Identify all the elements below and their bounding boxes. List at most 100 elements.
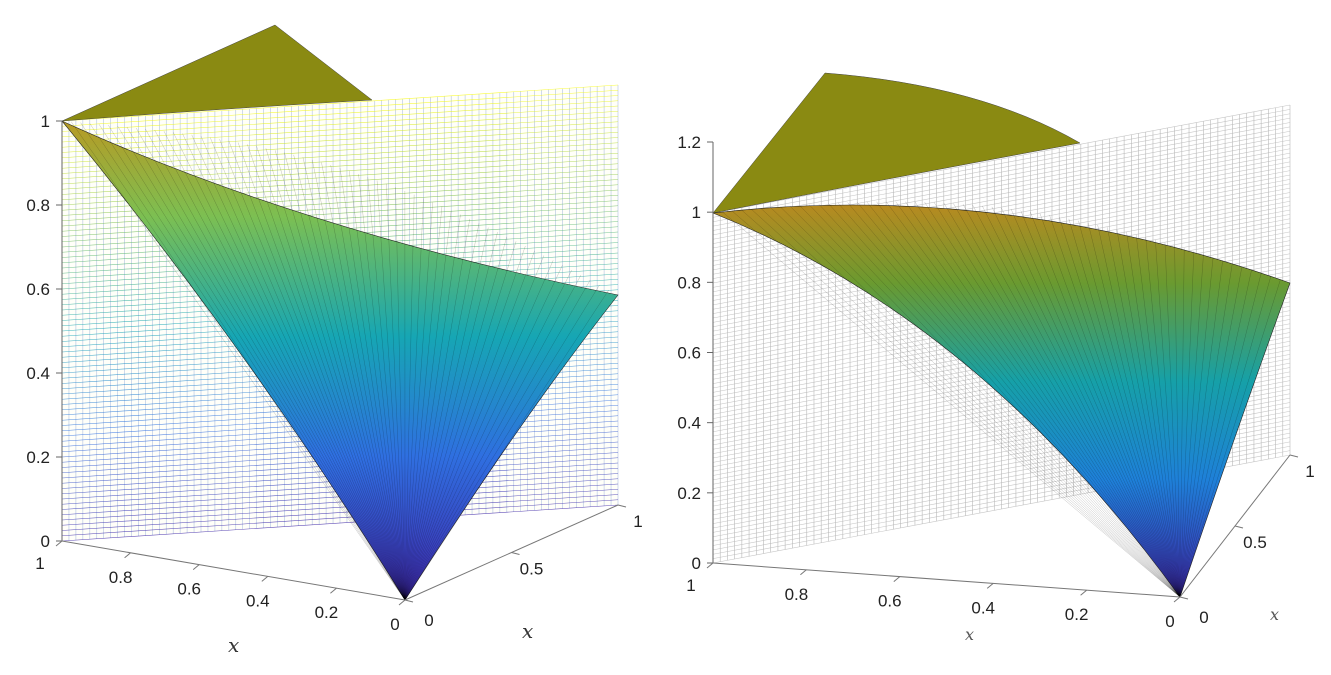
surface-mesh-line bbox=[866, 201, 1181, 598]
surface-mesh-line bbox=[1145, 237, 1181, 598]
x2-tick-label: 0.8 bbox=[785, 585, 809, 604]
surface-mesh-line bbox=[1179, 263, 1233, 598]
surface-mesh-line bbox=[1179, 248, 1185, 598]
surface-mesh-line bbox=[1039, 213, 1181, 598]
surface-mesh-line bbox=[237, 142, 406, 601]
x1-tick bbox=[1234, 525, 1244, 529]
surface-mesh-line bbox=[182, 133, 406, 601]
surface-mesh-line bbox=[404, 210, 452, 601]
surface-mesh-line bbox=[210, 137, 406, 601]
surface-mesh-line bbox=[404, 279, 591, 601]
surface-mesh-line bbox=[154, 129, 406, 601]
surface-mesh-line bbox=[404, 241, 517, 601]
surface-mesh-line bbox=[962, 204, 1181, 598]
surface-mesh-line bbox=[1179, 269, 1252, 598]
surface-mesh-line bbox=[404, 194, 415, 601]
surface-mesh-line bbox=[330, 165, 406, 601]
surface-mesh-line bbox=[117, 125, 406, 601]
surface-mesh-line bbox=[1179, 276, 1271, 598]
surface-mesh-line bbox=[191, 134, 406, 601]
z-tick-label: 1 bbox=[692, 203, 701, 222]
surface-mesh-line bbox=[395, 187, 406, 601]
x1-axis-label: x bbox=[522, 619, 533, 643]
x2-tick bbox=[192, 564, 200, 570]
x2-tick bbox=[986, 583, 994, 589]
surface-mesh-line bbox=[89, 123, 406, 601]
surface-mesh-line bbox=[1179, 257, 1214, 598]
surface-mesh-line bbox=[1179, 266, 1243, 598]
surface-mesh-line bbox=[1020, 210, 1181, 598]
surface-mesh-line bbox=[386, 183, 406, 601]
z-tick-label: 0 bbox=[692, 554, 701, 573]
z-tick-label: 0.8 bbox=[26, 196, 50, 215]
upper-surface bbox=[61, 24, 373, 122]
mesh-line-horizontal bbox=[61, 121, 619, 159]
z-tick-label: 0.6 bbox=[677, 344, 701, 363]
x2-axis-label: x bbox=[228, 633, 239, 657]
surface-mesh-line bbox=[1179, 279, 1281, 598]
x2-tick-label: 0.2 bbox=[1065, 605, 1089, 624]
x2-tick bbox=[55, 540, 63, 547]
surface-mesh-line bbox=[80, 122, 406, 601]
surface-mesh-line bbox=[751, 209, 1181, 598]
surface-mesh-line bbox=[135, 127, 406, 601]
surface-mesh-line bbox=[991, 206, 1181, 598]
x2-tick-label: 0.8 bbox=[109, 568, 133, 587]
surface-mesh-line bbox=[760, 208, 1181, 598]
x2-tick bbox=[706, 562, 714, 569]
surface-mesh-line bbox=[885, 201, 1181, 598]
surface-mesh-line bbox=[1174, 245, 1181, 598]
lower-surface bbox=[61, 120, 619, 601]
surface-mesh-line bbox=[1068, 218, 1181, 598]
surface-mesh-line bbox=[847, 202, 1181, 598]
mesh-line-horizontal bbox=[712, 104, 1291, 214]
x1-tick bbox=[1179, 596, 1189, 600]
mesh-line-horizontal bbox=[61, 105, 619, 143]
mesh-line-horizontal bbox=[61, 95, 619, 132]
x2-tick bbox=[1173, 596, 1181, 603]
surface-mesh-line bbox=[722, 211, 1181, 598]
surface-mesh-line bbox=[404, 223, 480, 601]
x2-axis bbox=[712, 562, 1181, 598]
x1-tick-label: 1 bbox=[633, 512, 642, 531]
x1-tick bbox=[404, 599, 414, 603]
surface-mesh-line bbox=[247, 144, 406, 601]
x1-tick bbox=[1289, 454, 1299, 458]
surface-mesh-line bbox=[837, 202, 1181, 598]
x2-tick bbox=[1080, 589, 1087, 596]
surface-mesh-line bbox=[108, 125, 406, 601]
mesh-line-horizontal bbox=[61, 89, 619, 127]
z-tick-label: 0.4 bbox=[26, 364, 50, 383]
surface-mesh-line bbox=[1010, 209, 1181, 598]
mesh-line-horizontal bbox=[61, 483, 619, 521]
surface-mesh-line bbox=[404, 236, 507, 601]
surface-mesh-line bbox=[404, 227, 489, 601]
mesh-line-horizontal bbox=[61, 504, 619, 542]
x2-tick-label: 0.2 bbox=[315, 603, 339, 622]
surface-mesh-line bbox=[404, 214, 461, 601]
surface-mesh-line bbox=[1116, 229, 1181, 598]
surface-mesh-line bbox=[780, 206, 1181, 598]
x2-tick bbox=[261, 576, 269, 582]
surface-mesh-line bbox=[71, 121, 406, 601]
upper-surface bbox=[712, 72, 1081, 214]
surface-mesh-line bbox=[404, 284, 600, 601]
x2-tick bbox=[893, 576, 901, 582]
x1-axis-label: x bbox=[1270, 605, 1279, 624]
x2-tick-label: 1 bbox=[686, 576, 695, 595]
surface-mesh-line bbox=[145, 128, 406, 601]
surface-mesh-line bbox=[953, 203, 1181, 598]
lower-surface bbox=[712, 204, 1291, 598]
surface-mesh-line bbox=[404, 255, 545, 601]
surface-mesh-line bbox=[284, 152, 406, 601]
surface-mesh-line bbox=[1126, 232, 1181, 598]
surface-mesh-line bbox=[1097, 224, 1181, 598]
surface-mesh-line bbox=[876, 201, 1181, 598]
right-subplot: 00.20.40.60.811.210.80.60.40.20x200.51x1 bbox=[677, 72, 1315, 644]
surface-mesh-line bbox=[126, 126, 406, 601]
surface-mesh-line bbox=[349, 170, 406, 601]
mesh-line-horizontal bbox=[712, 109, 1291, 218]
surface-mesh-line bbox=[312, 159, 406, 601]
x2-tick-label: 0 bbox=[1165, 612, 1174, 631]
